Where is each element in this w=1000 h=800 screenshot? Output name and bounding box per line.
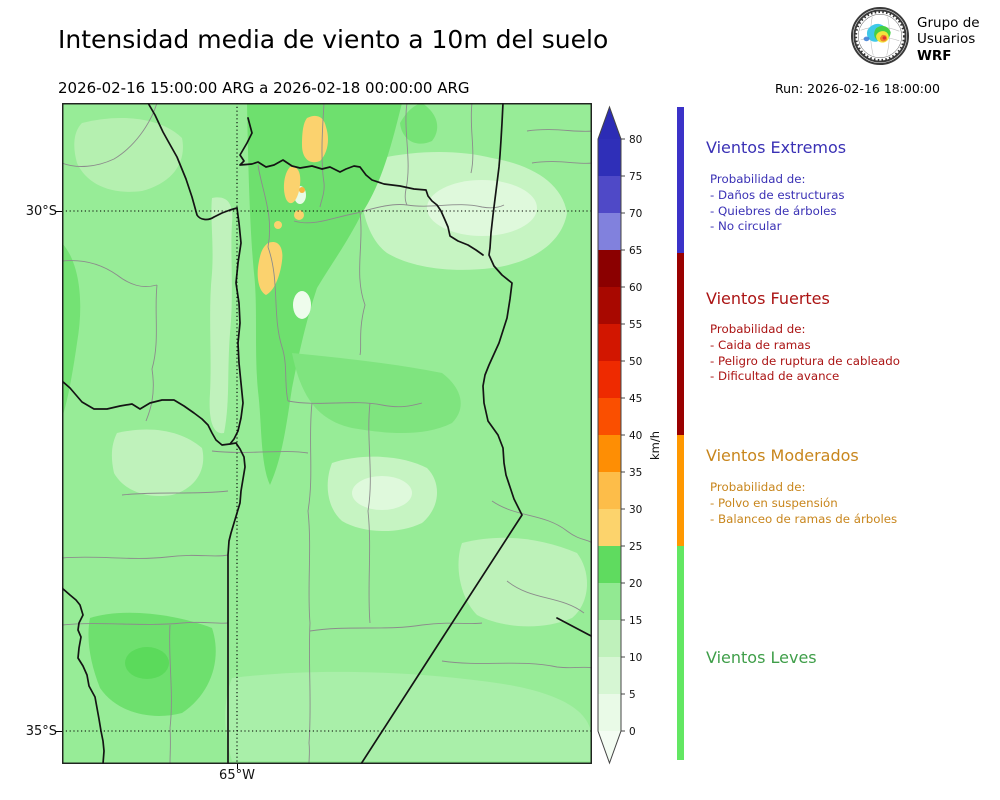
light-range-strip: [677, 546, 684, 760]
svg-text:15: 15: [629, 615, 642, 627]
strong-range-strip: [677, 253, 684, 435]
logo-text: Grupo de Usuarios WRF: [917, 7, 980, 64]
legend-item: - Balanceo de ramas de árboles: [710, 511, 898, 526]
legend-item: - No circular: [710, 219, 782, 234]
logo-globe-icon: [851, 7, 909, 65]
legend-title-extremos: Vientos Extremos: [706, 138, 847, 157]
wind-speed-colorbar: 0 5 10 15 20 25 30 35 40 45 50 55 60 65 …: [597, 105, 662, 765]
svg-text:45: 45: [629, 393, 642, 405]
province-borders: [62, 103, 592, 764]
moderate-range-strip: [677, 435, 684, 546]
wind-shading: [62, 103, 592, 764]
logo-line1: Grupo de: [917, 15, 980, 31]
svg-text:0: 0: [629, 726, 636, 738]
svg-text:10: 10: [629, 652, 642, 664]
valid-period-label: 2026-02-16 15:00:00 ARG a 2026-02-18 00:…: [58, 79, 470, 97]
legend-title-leves: Vientos Leves: [706, 648, 817, 667]
svg-text:60: 60: [629, 282, 642, 294]
map-frame: [62, 103, 592, 764]
lat-top-tick: [56, 211, 62, 212]
wind-intensity-map: [62, 103, 592, 764]
legend-items-moderados: Probabilidad de: - Polvo en suspensión -…: [710, 480, 897, 527]
svg-text:5: 5: [629, 689, 636, 701]
lon-tick: [237, 764, 238, 769]
svg-text:20: 20: [629, 578, 642, 590]
legend-item: - Dificultad de avance: [710, 369, 840, 384]
lon-label-65w: 65°W: [219, 768, 255, 783]
svg-text:35: 35: [629, 467, 642, 479]
lat-label-30s: 30°S: [25, 204, 57, 219]
page-title: Intensidad media de viento a 10m del sue…: [58, 25, 609, 54]
legend-item: Probabilidad de:: [710, 322, 806, 336]
logo-line2: Usuarios: [917, 31, 976, 48]
colorbar-tick-labels: 0 5 10 15 20 25 30 35 40 45 50 55 60 65 …: [629, 134, 642, 738]
svg-text:70: 70: [629, 208, 642, 220]
legend-item: Probabilidad de:: [710, 480, 806, 494]
colorbar-ticks: [621, 138, 625, 732]
svg-text:40: 40: [629, 430, 642, 442]
legend-item: - Caida de ramas: [710, 337, 811, 352]
svg-text:75: 75: [629, 171, 642, 183]
graticule-lines: [62, 103, 592, 764]
svg-text:55: 55: [629, 319, 642, 331]
svg-text:65: 65: [629, 245, 642, 257]
svg-text:50: 50: [629, 356, 642, 368]
model-run-label: Run: 2026-02-16 18:00:00: [775, 81, 940, 96]
legend-item: - Quiebres de árboles: [710, 203, 837, 218]
legend-items-fuertes: Probabilidad de: - Caida de ramas - Peli…: [710, 322, 900, 385]
svg-text:30: 30: [629, 504, 642, 516]
extreme-range-strip: [677, 107, 684, 253]
legend-item: - Peligro de ruptura de cableado: [710, 353, 900, 368]
department-borders: [62, 103, 592, 764]
legend-title-moderados: Vientos Moderados: [706, 446, 859, 465]
svg-text:80: 80: [629, 134, 642, 146]
svg-text:25: 25: [629, 541, 642, 553]
logo-radar-globe-graphic: [853, 9, 907, 63]
colorbar-segments: [597, 105, 622, 765]
legend-items-extremos: Probabilidad de: - Daños de estructuras …: [710, 172, 845, 235]
legend-item: Probabilidad de:: [710, 172, 806, 186]
legend-title-fuertes: Vientos Fuertes: [706, 289, 830, 308]
colorbar-unit-label: km/h: [648, 431, 662, 460]
wrf-users-group-logo: Grupo de Usuarios WRF: [851, 7, 1000, 69]
category-color-strip: [677, 107, 684, 760]
legend-item: - Daños de estructuras: [710, 187, 845, 202]
sierra-moderate-wind-patches: [257, 115, 328, 295]
lat-label-35s: 35°S: [25, 724, 57, 739]
legend-item: - Polvo en suspensión: [710, 495, 838, 510]
lat-bottom-tick: [56, 731, 62, 732]
logo-line3: WRF: [917, 47, 952, 64]
